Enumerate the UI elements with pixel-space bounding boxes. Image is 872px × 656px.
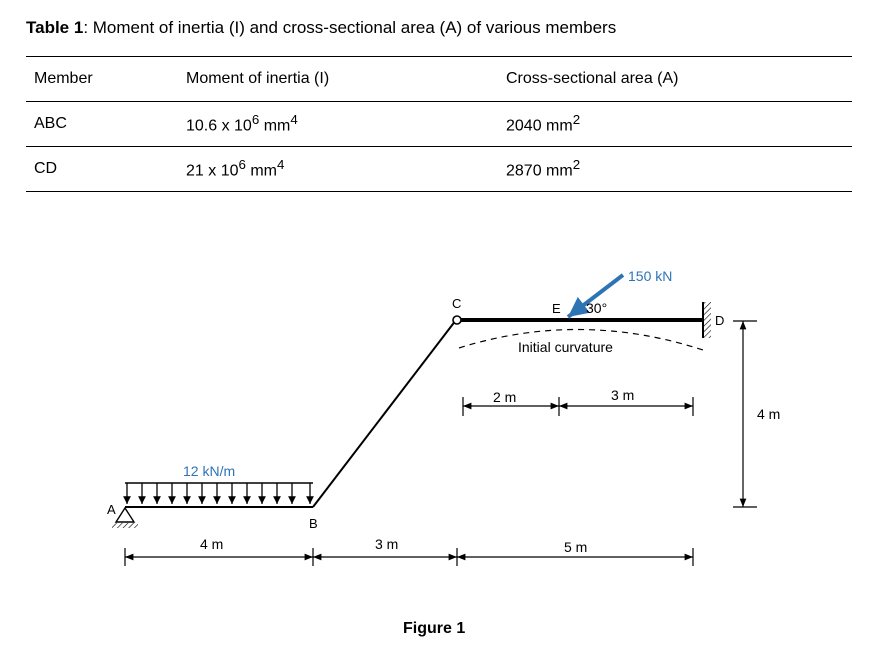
dim-label-c-d: 5 m (564, 539, 587, 555)
inertia-base: 21 x 10 (186, 162, 239, 180)
dim-label-c-e: 2 m (493, 389, 516, 405)
dim-label-height: 4 m (757, 406, 780, 422)
header-inertia: Moment of inertia (I) (186, 70, 330, 87)
inertia-exp: 6 (238, 157, 246, 173)
curvature-label: Initial curvature (518, 339, 613, 355)
inertia-unit-exp: 4 (290, 112, 298, 128)
dimension-vertical (733, 320, 757, 508)
area-base: 2870 mm (506, 162, 573, 180)
members-table: Member Moment of inertia (I) Cross-secti… (26, 56, 852, 192)
member-cell: CD (34, 160, 58, 177)
table-caption: Table 1: Moment of inertia (I) and cross… (26, 18, 616, 38)
inertia-exp: 6 (251, 112, 260, 128)
area-exp: 2 (572, 157, 581, 173)
force-arrow (566, 273, 625, 319)
angle-label: 30° (586, 300, 607, 316)
header-area: Cross-sectional area (A) (506, 70, 679, 87)
table-header-row: Member Moment of inertia (I) Cross-secti… (26, 56, 852, 102)
node-label-e: E (552, 301, 561, 316)
header-member: Member (34, 70, 93, 87)
fixed-support-d (702, 302, 711, 338)
force-label: 150 kN (628, 268, 672, 284)
area-cell: 2040 mm2 (498, 102, 852, 147)
member-cell: ABC (34, 115, 67, 132)
udl-load (123, 482, 314, 504)
inertia-cell: 10.6 x 106 mm4 (178, 102, 498, 147)
inertia-unit: mm (259, 117, 291, 135)
hinge-c (452, 315, 462, 325)
inertia-cell: 21 x 106 mm4 (178, 147, 498, 192)
dim-label-ab: 4 m (200, 536, 223, 552)
table-row: CD 21 x 106 mm4 2870 mm2 (26, 147, 852, 192)
table-row: ABC 10.6 x 106 mm4 2040 mm2 (26, 102, 852, 147)
node-label-b: B (309, 516, 318, 531)
inertia-unit: mm (245, 162, 278, 180)
inertia-unit-exp: 4 (277, 157, 285, 173)
area-exp: 2 (572, 112, 581, 128)
area-base: 2040 mm (506, 117, 573, 135)
table-caption-label: Table 1 (26, 18, 84, 37)
node-label-d: D (715, 313, 724, 328)
figure-caption: Figure 1 (403, 620, 465, 637)
inertia-base: 10.6 x 10 (186, 117, 252, 135)
member-bc (312, 319, 457, 508)
table-caption-text: : Moment of inertia (I) and cross-sectio… (83, 18, 617, 37)
dimension-lower (124, 548, 694, 566)
node-label-c: C (452, 296, 461, 311)
area-cell: 2870 mm2 (498, 147, 852, 192)
dim-label-e-d: 3 m (611, 387, 634, 403)
initial-curvature-line (458, 328, 704, 351)
dimension-upper (462, 397, 694, 416)
node-label-a: A (107, 502, 116, 517)
dim-label-b-c: 3 m (375, 536, 398, 552)
pin-support-a (112, 506, 138, 528)
udl-label: 12 kN/m (183, 463, 235, 479)
